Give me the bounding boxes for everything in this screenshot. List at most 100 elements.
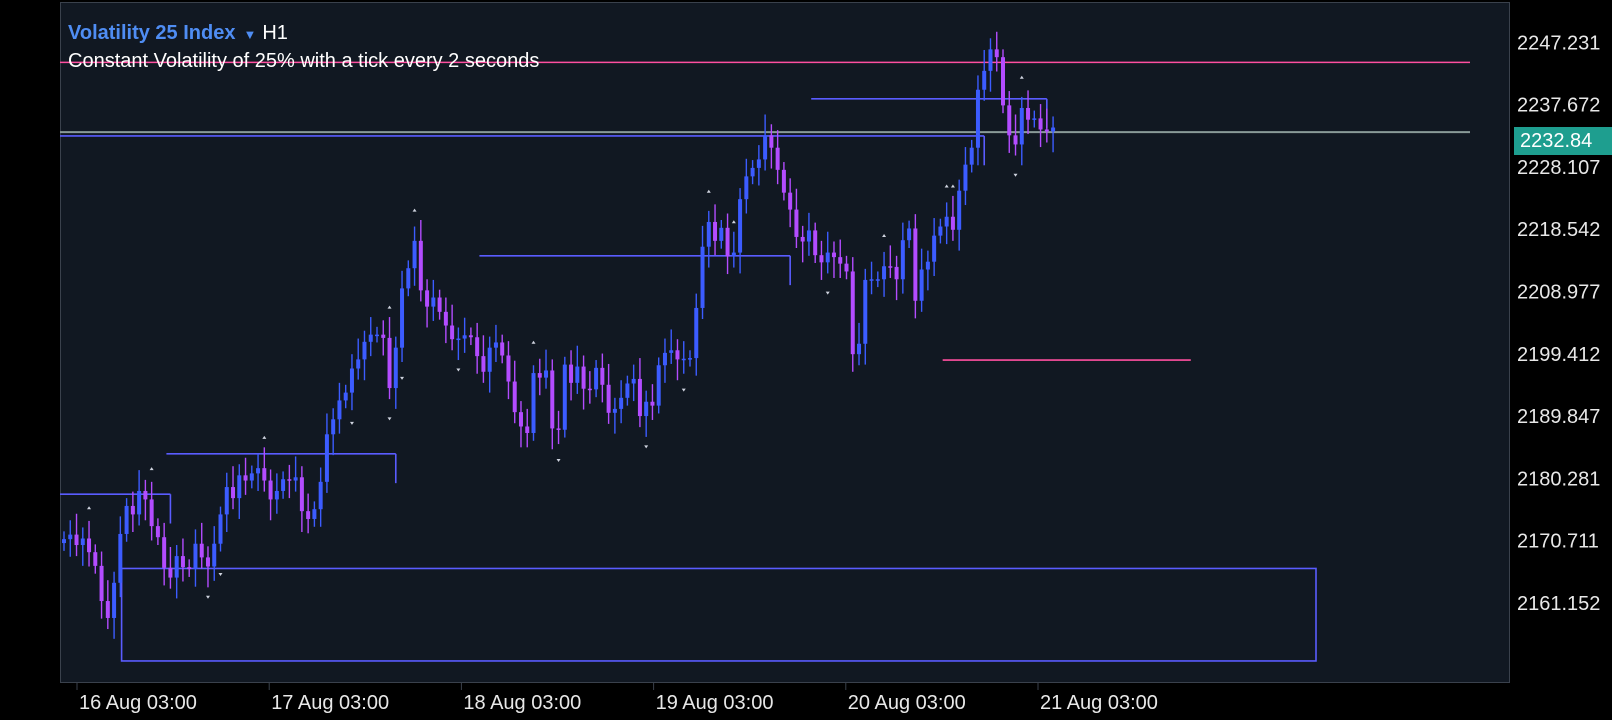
- candle-body: [324, 434, 329, 482]
- candle-body: [932, 235, 937, 262]
- candle-body: [199, 543, 204, 558]
- candle-body: [600, 367, 605, 385]
- candle-body: [819, 255, 824, 263]
- candle-body: [706, 221, 711, 247]
- candle-body: [418, 240, 423, 291]
- candle-body: [462, 335, 467, 339]
- candle-body: [1044, 129, 1049, 132]
- candle-body: [863, 279, 868, 344]
- candle-body: [775, 147, 780, 170]
- time-axis-label: 16 Aug 03:00: [79, 692, 197, 714]
- candle-body: [1051, 127, 1056, 132]
- candle-body: [594, 367, 599, 390]
- candle-body: [143, 490, 148, 500]
- candle-body: [74, 534, 79, 546]
- candle-body: [256, 468, 261, 474]
- candle-body: [913, 228, 918, 301]
- candle-body: [99, 565, 104, 602]
- candle-body: [619, 397, 624, 409]
- candle-body: [1007, 105, 1012, 136]
- candle-body: [149, 499, 154, 527]
- candle-body: [612, 408, 617, 413]
- candle-body: [400, 288, 405, 348]
- fractal-down-marker: [556, 458, 561, 462]
- candle-body: [268, 480, 273, 500]
- candle-body: [80, 538, 85, 546]
- fractal-up-marker: [950, 184, 955, 188]
- candle-body: [637, 378, 642, 417]
- price-axis: 2247.231 2237.672 2228.107 2218.542 2208.977…: [1517, 32, 1600, 615]
- candle-body: [581, 366, 586, 389]
- candle-body: [982, 70, 987, 90]
- candle-body: [493, 342, 498, 348]
- candle-body: [556, 428, 561, 430]
- candle-body: [393, 347, 398, 389]
- candle-body: [525, 426, 530, 433]
- fractal-down-marker: [205, 595, 210, 599]
- candle-body: [857, 343, 862, 355]
- candle-body: [963, 164, 968, 191]
- chart-header[interactable]: Volatility 25 Index ▼ H1: [68, 20, 288, 48]
- chart-plot-area[interactable]: [60, 2, 1510, 683]
- fractal-down-marker: [681, 388, 686, 392]
- candle-body: [212, 543, 217, 567]
- candle-body: [625, 383, 630, 398]
- candle-body: [969, 147, 974, 165]
- candle-body: [1001, 57, 1005, 106]
- candle-body: [688, 358, 692, 360]
- symbol-description: Constant Volatility of 25% with a tick e…: [68, 50, 540, 72]
- candle-body: [406, 268, 411, 289]
- candle-body: [781, 169, 786, 193]
- fractal-up-marker: [1019, 75, 1024, 79]
- candle-body: [644, 401, 649, 417]
- candles-layer: [62, 31, 1056, 639]
- candle-body: [869, 279, 874, 281]
- candle-body: [274, 490, 279, 500]
- candle-body: [1032, 118, 1037, 120]
- candle-body: [562, 364, 567, 430]
- price-axis-label: 2161.152: [1517, 593, 1600, 615]
- symbol-name[interactable]: Volatility 25 Index: [68, 22, 236, 44]
- candle-body: [425, 290, 430, 307]
- candle-body: [331, 419, 336, 435]
- candle-body: [694, 307, 699, 359]
- fractal-up-marker: [387, 305, 392, 309]
- candle-body: [162, 537, 167, 568]
- candle-body: [381, 334, 386, 338]
- candle-body: [1019, 107, 1024, 145]
- candle-body: [575, 366, 580, 383]
- candle-body: [750, 167, 755, 177]
- candle-body: [850, 271, 855, 355]
- symbol-dropdown-icon[interactable]: ▼: [243, 27, 257, 42]
- candle-body: [218, 514, 223, 544]
- price-axis-label: 2170.711: [1517, 531, 1599, 553]
- candle-body: [806, 230, 811, 242]
- candle-body: [174, 556, 179, 578]
- candle-body: [368, 334, 373, 342]
- current-price-tag: 2232.84: [1514, 127, 1612, 155]
- candle-body: [412, 240, 417, 269]
- candle-body: [975, 89, 980, 148]
- candle-body: [994, 49, 999, 58]
- candle-body: [306, 511, 311, 519]
- candle-body: [318, 481, 323, 510]
- candle-body: [387, 337, 392, 389]
- candle-body: [700, 246, 705, 308]
- candle-body: [431, 297, 436, 307]
- fractal-down-marker: [400, 376, 405, 380]
- fractal-up-marker: [149, 467, 154, 471]
- candle-body: [1038, 118, 1043, 130]
- candle-body: [187, 567, 192, 570]
- candle-body: [243, 475, 248, 481]
- price-axis-label: 2180.281: [1517, 468, 1600, 490]
- candle-body: [249, 473, 254, 481]
- candle-body: [450, 325, 455, 340]
- candle-body: [287, 479, 292, 481]
- candle-body: [506, 355, 511, 382]
- candle-body: [337, 400, 342, 420]
- candle-body: [281, 479, 286, 491]
- candle-body: [456, 338, 461, 341]
- timeframe-label[interactable]: H1: [262, 22, 288, 44]
- candle-body: [130, 505, 135, 515]
